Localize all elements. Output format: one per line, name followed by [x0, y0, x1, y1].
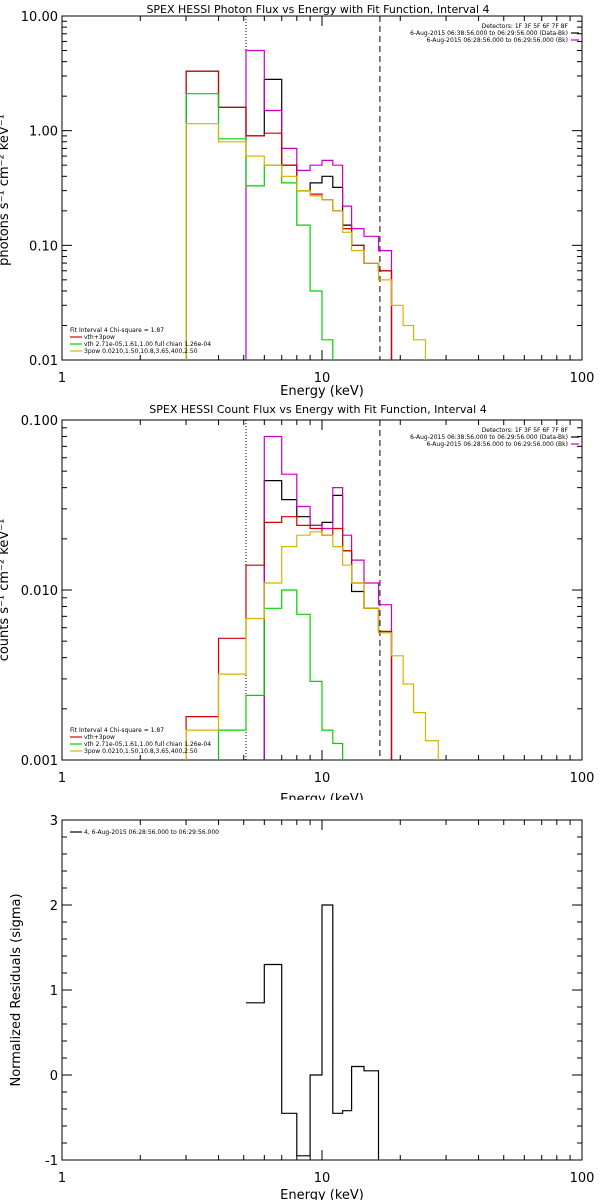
series-bpow-line [185, 531, 439, 760]
series-data-line [246, 904, 380, 1160]
series-bk-line [263, 435, 393, 760]
y-tick-label: -1 [45, 1154, 58, 1169]
series-vth-line [217, 589, 344, 760]
y-tick-label: 1 [50, 984, 58, 999]
x-tick-label: 1 [58, 371, 66, 386]
series-bk-line [245, 49, 393, 360]
legend-text: vth+3pow [84, 334, 115, 341]
legend-text: 3pow 0.0210,1.50,10.8,3.65,400,2.50 [84, 748, 198, 755]
y-tick-label: 0.010 [21, 584, 58, 599]
info-text: 6-Aug-2015 06:28:56.000 to 06:29:56.000 … [426, 441, 568, 448]
y-tick-label: 0.100 [21, 414, 58, 429]
info-text: Detectors: 1F 3F 5F 6F 7F 8F [482, 23, 569, 30]
x-tick-label: 100 [570, 371, 595, 386]
info-text: Detectors: 1F 3F 5F 6F 7F 8F [482, 427, 569, 434]
info-text: 6-Aug-2015 06:38:56.000 to 06:29:56.000 … [410, 30, 568, 37]
series-data-line [263, 480, 393, 760]
legend-text: Fit Interval 4 Chi-square = 1.87 [70, 327, 164, 334]
series-total-line [185, 516, 393, 760]
legend-text: Fit Interval 4 Chi-square = 1.87 [70, 727, 164, 734]
chart-title: SPEX HESSI Photon Flux vs Energy with Fi… [146, 3, 489, 16]
x-tick-label: 1 [58, 1171, 66, 1186]
y-axis-label: photons s⁻¹ cm⁻² keV⁻¹ [0, 114, 12, 266]
legend-text: 4, 6-Aug-2015 06:28:56.000 to 06:29:56.0… [84, 829, 219, 836]
y-tick-label: 0.01 [29, 354, 58, 369]
legend-text: vth 2.71e-05,1.61,1.00 full chian 1.26e-… [84, 341, 211, 348]
info-text: 6-Aug-2015 06:28:56.000 to 06:29:56.000 … [426, 37, 568, 44]
x-axis-label: Energy (keV) [280, 792, 364, 800]
chart-title: SPEX HESSI Count Flux vs Energy with Fit… [149, 403, 486, 416]
x-axis-label: Energy (keV) [280, 384, 364, 399]
photon-flux-chart: SPEX HESSI Photon Flux vs Energy with Fi… [0, 3, 595, 399]
y-tick-label: 0.001 [21, 754, 58, 769]
info-text: 6-Aug-2015 06:38:56.000 to 06:29:56.000 … [410, 434, 568, 441]
y-axis-label: counts s⁻¹ cm⁻² keV⁻¹ [0, 519, 12, 662]
y-tick-label: 3 [50, 814, 58, 829]
series-vth-line [185, 93, 334, 360]
series-total-line [185, 70, 393, 360]
x-axis-label: Energy (keV) [280, 1188, 364, 1200]
y-tick-label: 1.00 [29, 125, 58, 140]
series-data-line [185, 70, 393, 360]
legend-text: vth 2.71e-05,1.61,1.00 full chian 1.26e-… [84, 741, 211, 748]
residuals-chart: Energy (keV) Normalized Residuals (sigma… [9, 814, 595, 1200]
y-tick-label: 2 [50, 899, 58, 914]
series-bpow-line [185, 123, 427, 360]
x-tick-label: 100 [570, 771, 595, 786]
x-tick-label: 10 [314, 371, 331, 386]
x-tick-label: 1 [58, 771, 66, 786]
x-tick-label: 10 [314, 771, 331, 786]
y-tick-label: 0 [50, 1069, 58, 1084]
legend-text: vth+3pow [84, 734, 115, 741]
x-tick-label: 10 [314, 1171, 331, 1186]
legend-text: 3pow 0.0210,1.50,10.8,3.65,400,2.50 [84, 348, 198, 355]
y-axis-label: Normalized Residuals (sigma) [9, 893, 24, 1086]
count-flux-chart: SPEX HESSI Count Flux vs Energy with Fit… [0, 403, 595, 800]
y-tick-label: 0.10 [29, 239, 58, 254]
x-tick-label: 100 [570, 1171, 595, 1186]
y-tick-label: 10.00 [21, 10, 58, 25]
